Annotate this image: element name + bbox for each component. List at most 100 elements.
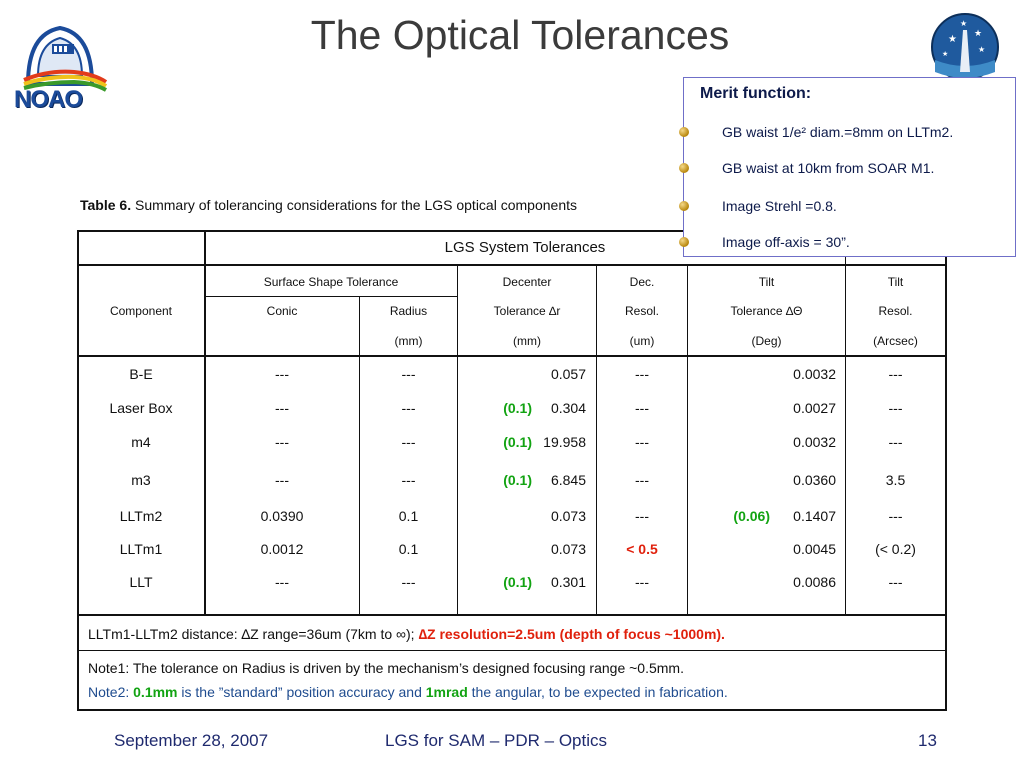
cell-dec_resol: --- [635,508,649,524]
col-header-decenter: Decenter [502,275,552,289]
col-header-dec-resol-1: Dec. [629,275,655,289]
col-header-component: Component [109,304,173,318]
cell-tilt: 0.0360 [793,472,836,488]
cell-radius: --- [401,574,416,590]
cell-radius: --- [401,434,416,450]
note2-text-1: is the ”standard” position accuracy and [177,684,426,700]
col-header-tilt: Tilt [758,275,775,289]
cell-radius: --- [401,400,416,416]
col-header-dec-resol-unit: (um) [629,334,655,348]
svg-text:★: ★ [960,19,967,28]
cell-tilt: 0.1407 [793,508,836,524]
col-header-tilt-resol-2: Resol. [878,304,913,318]
page-number: 13 [918,731,937,750]
cell-dec_resol: --- [635,574,649,590]
cell-dec_note: (0.1) [503,472,532,488]
cell-conic: --- [275,574,289,590]
cell-decenter: 0.301 [550,574,586,590]
cell-decenter: 0.304 [550,400,586,416]
cell-dec_note: (0.1) [503,434,532,450]
cell-dec_note: (0.1) [503,574,532,590]
cell-decenter: 0.073 [550,508,586,524]
col-header-dec-resol-2: Resol. [624,304,659,318]
observatory-emblem-icon: ★ ★ ★ ★ ★ [931,13,999,81]
cell-tilt_resol: --- [888,400,903,416]
svg-text:★: ★ [942,50,948,58]
cell-tilt: 0.0086 [793,574,836,590]
cell-dec_resol: --- [635,366,649,382]
svg-text:★: ★ [948,34,957,45]
svg-text:★: ★ [978,45,985,54]
note2-value-mrad: 1mrad [425,684,468,700]
merit-item-text: Image Strehl =0.8. [722,198,837,214]
cell-conic: --- [275,400,289,416]
svg-text:★: ★ [974,28,982,38]
bullet-icon [679,201,689,211]
cell-decenter: 0.073 [550,541,586,557]
cell-radius: 0.1 [398,508,419,524]
noao-logo [23,25,108,92]
merit-item-text: GB waist 1/e² diam.=8mm on LLTm2. [722,124,954,140]
merit-title: Merit function: [700,85,812,102]
cell-component: LLTm1 [119,541,163,557]
table-caption: Table 6. Summary of tolerancing consider… [80,197,577,213]
group-header: LGS System Tolerances [444,239,606,256]
col-header-tilt-tol: Tolerance ∆Θ [730,304,803,318]
cell-conic: --- [275,434,289,450]
col-header-tilt-resol-1: Tilt [887,275,904,289]
note2-text-2: the angular, to be expected in fabricati… [467,684,728,700]
cell-component: LLTm2 [119,508,163,524]
cell-dec_note: (0.1) [503,400,532,416]
cell-component: B-E [129,366,153,382]
noao-logo-text: NOAO [14,86,83,113]
cell-dec_resol: --- [635,472,649,488]
cell-dec_resol: --- [635,400,649,416]
merit-function-box: Merit function: GB waist 1/e² diam.=8mm … [679,77,1016,257]
col-header-radius-unit: (mm) [394,334,423,348]
cell-decenter: 19.958 [543,434,586,450]
cell-conic: --- [275,366,289,382]
distance-highlight: ∆Z resolution=2.5um (depth of focus ~100… [418,626,725,642]
cell-component: LLT [129,574,153,590]
cell-radius: --- [401,366,416,382]
note1: Note1: The tolerance on Radius is driven… [88,660,684,676]
col-header-tilt-resol-unit: (Arcsec) [873,334,918,348]
cell-tilt: 0.0032 [793,434,836,450]
cell-component: m4 [131,434,151,450]
cell-tilt: 0.0027 [793,400,836,416]
cell-radius: --- [401,472,416,488]
col-header-decenter-tol: Tolerance ∆r [493,304,561,318]
cell-tilt_resol: --- [888,434,903,450]
cell-tilt_resol: (< 0.2) [875,541,916,557]
cell-tilt_resol: --- [888,574,903,590]
note2: Note2: 0.1mm is the ”standard” position … [88,684,728,700]
cell-radius: 0.1 [398,541,419,557]
cell-conic: --- [275,472,289,488]
merit-item-text: GB waist at 10km from SOAR M1. [722,160,935,176]
cell-tilt_resol: 3.5 [885,472,906,488]
cell-decenter: 0.057 [550,366,586,382]
col-header-conic: Conic [266,304,298,318]
cell-component: m3 [131,472,151,488]
cell-tilt_note: (0.06) [733,508,770,524]
footer-date: September 28, 2007 [114,731,269,750]
cell-component: Laser Box [109,400,173,416]
col-header-radius: Radius [389,304,428,318]
footer-title: LGS for SAM – PDR – Optics [385,731,608,750]
note2-label: Note2: [88,684,134,700]
cell-tilt: 0.0045 [793,541,836,557]
bullet-icon [679,127,689,137]
distance-line: LLTm1-LLTm2 distance: ∆Z range=36um (7km… [88,626,725,642]
cell-dec_resol: --- [635,434,649,450]
caption-text: Summary of tolerancing considerations fo… [131,197,577,213]
merit-item-text: Image off-axis = 30”. [722,234,850,250]
distance-prefix: LLTm1-LLTm2 distance: ∆Z range=36um (7km… [88,626,419,642]
cell-tilt_resol: --- [888,366,903,382]
col-header-surface: Surface Shape Tolerance [263,275,399,289]
note2-value-mm: 0.1mm [133,684,178,700]
cell-conic: 0.0390 [260,508,304,524]
col-header-decenter-unit: (mm) [513,334,541,348]
caption-label: Table 6. [80,197,132,213]
cell-dec_resol: < 0.5 [626,541,658,557]
col-header-tilt-unit: (Deg) [751,334,782,348]
